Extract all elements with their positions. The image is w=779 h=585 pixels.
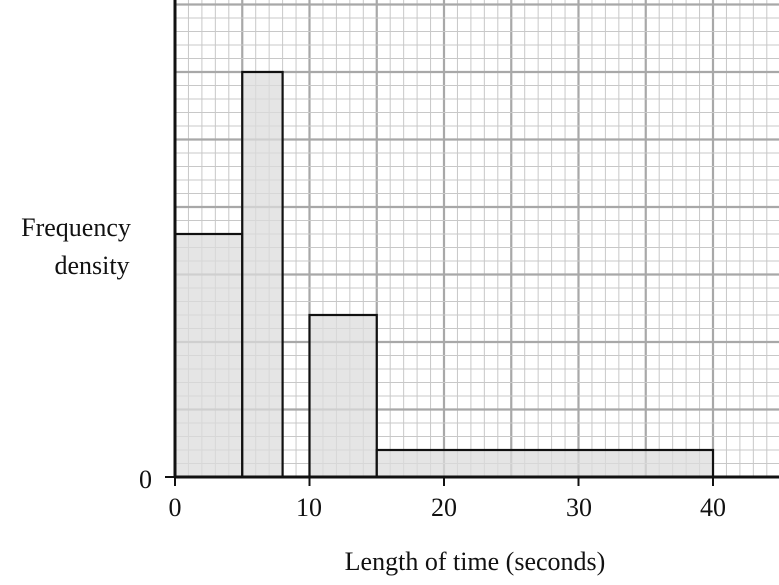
x-tick-label-30: 30 [566, 493, 592, 522]
y-axis-label-line-2: density [54, 251, 129, 280]
y-tick-label-0: 0 [139, 465, 152, 494]
histogram-bar-2 [241, 70, 284, 479]
x-tick-label-40: 40 [700, 493, 726, 522]
x-tick-label-0: 0 [169, 493, 182, 522]
x-tick-label-20: 20 [431, 493, 457, 522]
axes [165, 0, 779, 486]
histogram-bar-3 [308, 313, 378, 479]
bars [173, 70, 715, 479]
y-axis-label-line-1: Frequency [21, 213, 131, 242]
x-tick-label-10: 10 [296, 493, 322, 522]
histogram-bar-1 [173, 232, 244, 479]
x-axis-label: Length of time (seconds) [345, 547, 606, 576]
histogram-bar-4 [375, 448, 715, 479]
